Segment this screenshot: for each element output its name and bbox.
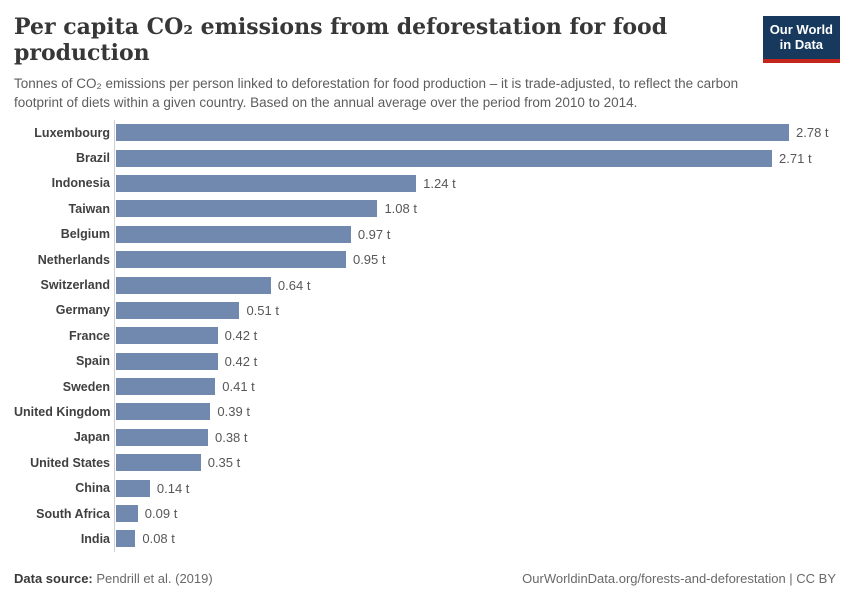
- country-label: Luxembourg: [34, 125, 110, 140]
- bar: [116, 276, 271, 294]
- value-label: 0.08 t: [142, 531, 175, 547]
- bar: [116, 301, 240, 319]
- bar-chart-rows: Luxembourg 2.78 t Brazil 2.71 t Indonesia 1.2…: [14, 120, 829, 552]
- plot-area: 0.14 t: [114, 475, 190, 501]
- value-label: 0.41 t: [222, 379, 255, 395]
- plot-area: 0.08 t: [114, 526, 175, 552]
- country-label: Germany: [55, 303, 110, 318]
- bar: [116, 454, 201, 472]
- chart-header: Per capita CO₂ emissions from deforestat…: [14, 14, 840, 113]
- bar: [116, 403, 211, 421]
- value-label: 2.71 t: [779, 150, 812, 166]
- bar: [116, 378, 216, 396]
- bar-row: United Kingdom 0.39 t: [14, 399, 829, 425]
- value-label: 1.24 t: [423, 175, 456, 191]
- bar: [116, 352, 218, 370]
- chart-footer: Data source: Pendrill et al. (2019) OurW…: [14, 571, 836, 586]
- bar: [116, 225, 351, 243]
- country-label: China: [75, 481, 110, 496]
- value-label: 0.42 t: [224, 353, 258, 369]
- country-label: South Africa: [36, 506, 110, 521]
- value-label: 0.09 t: [144, 506, 178, 522]
- bar: [116, 530, 136, 548]
- owid-logo: Our World in Data: [762, 16, 840, 63]
- bar: [116, 327, 218, 345]
- bar-row: France 0.42 t: [14, 323, 829, 349]
- country-label: Indonesia: [51, 176, 110, 191]
- bar-row: Germany 0.51 t: [14, 297, 829, 324]
- bar: [116, 428, 208, 446]
- plot-area: 1.08 t: [114, 196, 417, 222]
- plot-area: 0.42 t: [114, 323, 258, 349]
- country-label: Japan: [73, 430, 110, 445]
- value-label: 0.95 t: [352, 252, 386, 268]
- bar-row: India 0.08 t: [14, 526, 829, 552]
- bar-row: Japan 0.38 t: [14, 424, 829, 451]
- country-label: Sweden: [62, 379, 110, 394]
- credit-link[interactable]: OurWorldinData.org/forests-and-deforesta…: [522, 571, 836, 586]
- data-source-text: Pendrill et al. (2019): [92, 571, 213, 586]
- bar-row: Indonesia 1.24 t: [14, 170, 829, 197]
- plot-area: 0.09 t: [114, 500, 178, 527]
- bar-row: Belgium 0.97 t: [14, 221, 829, 247]
- data-source-label: Data source:: [14, 571, 93, 586]
- value-label: 0.39 t: [217, 404, 250, 420]
- plot-area: 1.24 t: [114, 170, 456, 197]
- plot-area: 0.97 t: [114, 221, 391, 247]
- bar-row: Luxembourg 2.78 t: [14, 120, 829, 146]
- plot-area: 0.39 t: [114, 399, 250, 425]
- country-label: Spain: [75, 354, 110, 369]
- data-source: Data source: Pendrill et al. (2019): [14, 571, 213, 586]
- bar-chart: Luxembourg 2.78 t Brazil 2.71 t Indonesia 1.2…: [14, 120, 829, 552]
- bar-row: Switzerland 0.64 t: [14, 272, 829, 298]
- plot-area: 2.71 t: [114, 145, 812, 171]
- plot-area: 2.78 t: [114, 120, 829, 146]
- country-label: Switzerland: [40, 278, 110, 293]
- plot-area: 0.38 t: [114, 424, 248, 451]
- chart-subtitle: Tonnes of CO₂ emissions per person linke…: [14, 76, 739, 110]
- bar: [116, 200, 378, 218]
- country-label: United States: [30, 455, 110, 470]
- bar-row: Taiwan 1.08 t: [14, 196, 829, 222]
- bar: [116, 124, 789, 142]
- country-label: India: [80, 531, 110, 546]
- plot-area: 0.95 t: [114, 246, 386, 273]
- value-label: 2.78 t: [796, 125, 829, 141]
- country-label: Taiwan: [68, 201, 110, 216]
- value-label: 0.35 t: [207, 455, 241, 471]
- bar: [116, 251, 346, 269]
- bar-row: Sweden 0.41 t: [14, 373, 829, 400]
- country-label: United Kingdom: [14, 404, 111, 419]
- plot-area: 0.51 t: [114, 297, 279, 324]
- value-label: 0.97 t: [357, 226, 391, 242]
- plot-area: 0.42 t: [114, 348, 258, 374]
- owid-logo-line1: Our World: [769, 22, 833, 37]
- bar: [116, 505, 138, 523]
- bar-row: Spain 0.42 t: [14, 348, 829, 374]
- country-label: Netherlands: [37, 252, 110, 267]
- value-label: 0.64 t: [277, 277, 311, 293]
- chart-title: Per capita CO₂ emissions from deforestat…: [14, 14, 668, 66]
- value-label: 0.14 t: [156, 480, 190, 496]
- value-label: 1.08 t: [384, 201, 417, 217]
- bar-row: United States 0.35 t: [14, 450, 829, 476]
- bar-row: South Africa 0.09 t: [14, 500, 829, 527]
- plot-area: 0.64 t: [114, 272, 311, 298]
- bar: [116, 174, 417, 192]
- country-label: Belgium: [60, 227, 110, 242]
- country-label: France: [69, 328, 110, 343]
- bar-row: Brazil 2.71 t: [14, 145, 829, 171]
- bar: [116, 479, 150, 497]
- country-label: Brazil: [75, 151, 110, 166]
- value-label: 0.42 t: [224, 328, 258, 344]
- bar: [116, 149, 773, 167]
- plot-area: 0.35 t: [114, 450, 241, 476]
- plot-area: 0.41 t: [114, 373, 255, 400]
- bar-row: Netherlands 0.95 t: [14, 246, 829, 273]
- bar-row: China 0.14 t: [14, 475, 829, 501]
- value-label: 0.38 t: [214, 429, 248, 445]
- value-label: 0.51 t: [246, 302, 279, 318]
- owid-logo-line2: in Data: [779, 37, 824, 53]
